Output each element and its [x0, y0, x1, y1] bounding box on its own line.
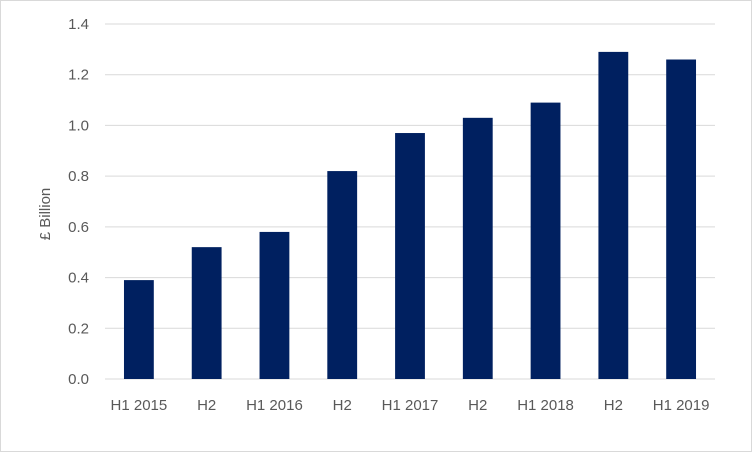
- x-axis-ticks: H1 2015 H2 H1 2016 H2 H1 2017 H2 H1 2018 H2 H1 2…: [111, 397, 710, 414]
- x-tick-label: H1 2015: [111, 397, 168, 414]
- bar: [666, 59, 697, 379]
- bar: [530, 102, 561, 379]
- y-axis-title: £ Billion: [37, 188, 54, 241]
- bar: [327, 171, 358, 379]
- y-tick-label: 1.2: [68, 67, 89, 84]
- x-tick-label: H1 2019: [653, 397, 710, 414]
- bar: [462, 117, 493, 380]
- bar: [123, 280, 154, 379]
- y-tick-label: 0.0: [68, 371, 89, 388]
- bars: [123, 51, 697, 380]
- x-tick-label: H2: [333, 397, 352, 414]
- x-tick-label: H2: [197, 397, 216, 414]
- y-tick-label: 0.2: [68, 320, 89, 337]
- y-tick-label: 1.4: [68, 16, 89, 33]
- x-tick-label: H2: [468, 397, 487, 414]
- y-tick-label: 0.8: [68, 168, 89, 185]
- bar: [259, 231, 290, 379]
- y-tick-label: 0.6: [68, 219, 89, 236]
- y-axis-ticks: 0.0 0.2 0.4 0.6 0.8 1.0 1.2 1.4: [68, 16, 89, 388]
- y-tick-label: 1.0: [68, 117, 89, 134]
- y-tick-label: 0.4: [68, 270, 89, 287]
- x-tick-label: H1 2016: [246, 397, 303, 414]
- bar: [191, 247, 222, 379]
- x-tick-label: H1 2018: [517, 397, 574, 414]
- x-tick-label: H2: [604, 397, 623, 414]
- bar: [395, 133, 425, 379]
- x-tick-label: H1 2017: [382, 397, 439, 414]
- bar: [598, 51, 629, 380]
